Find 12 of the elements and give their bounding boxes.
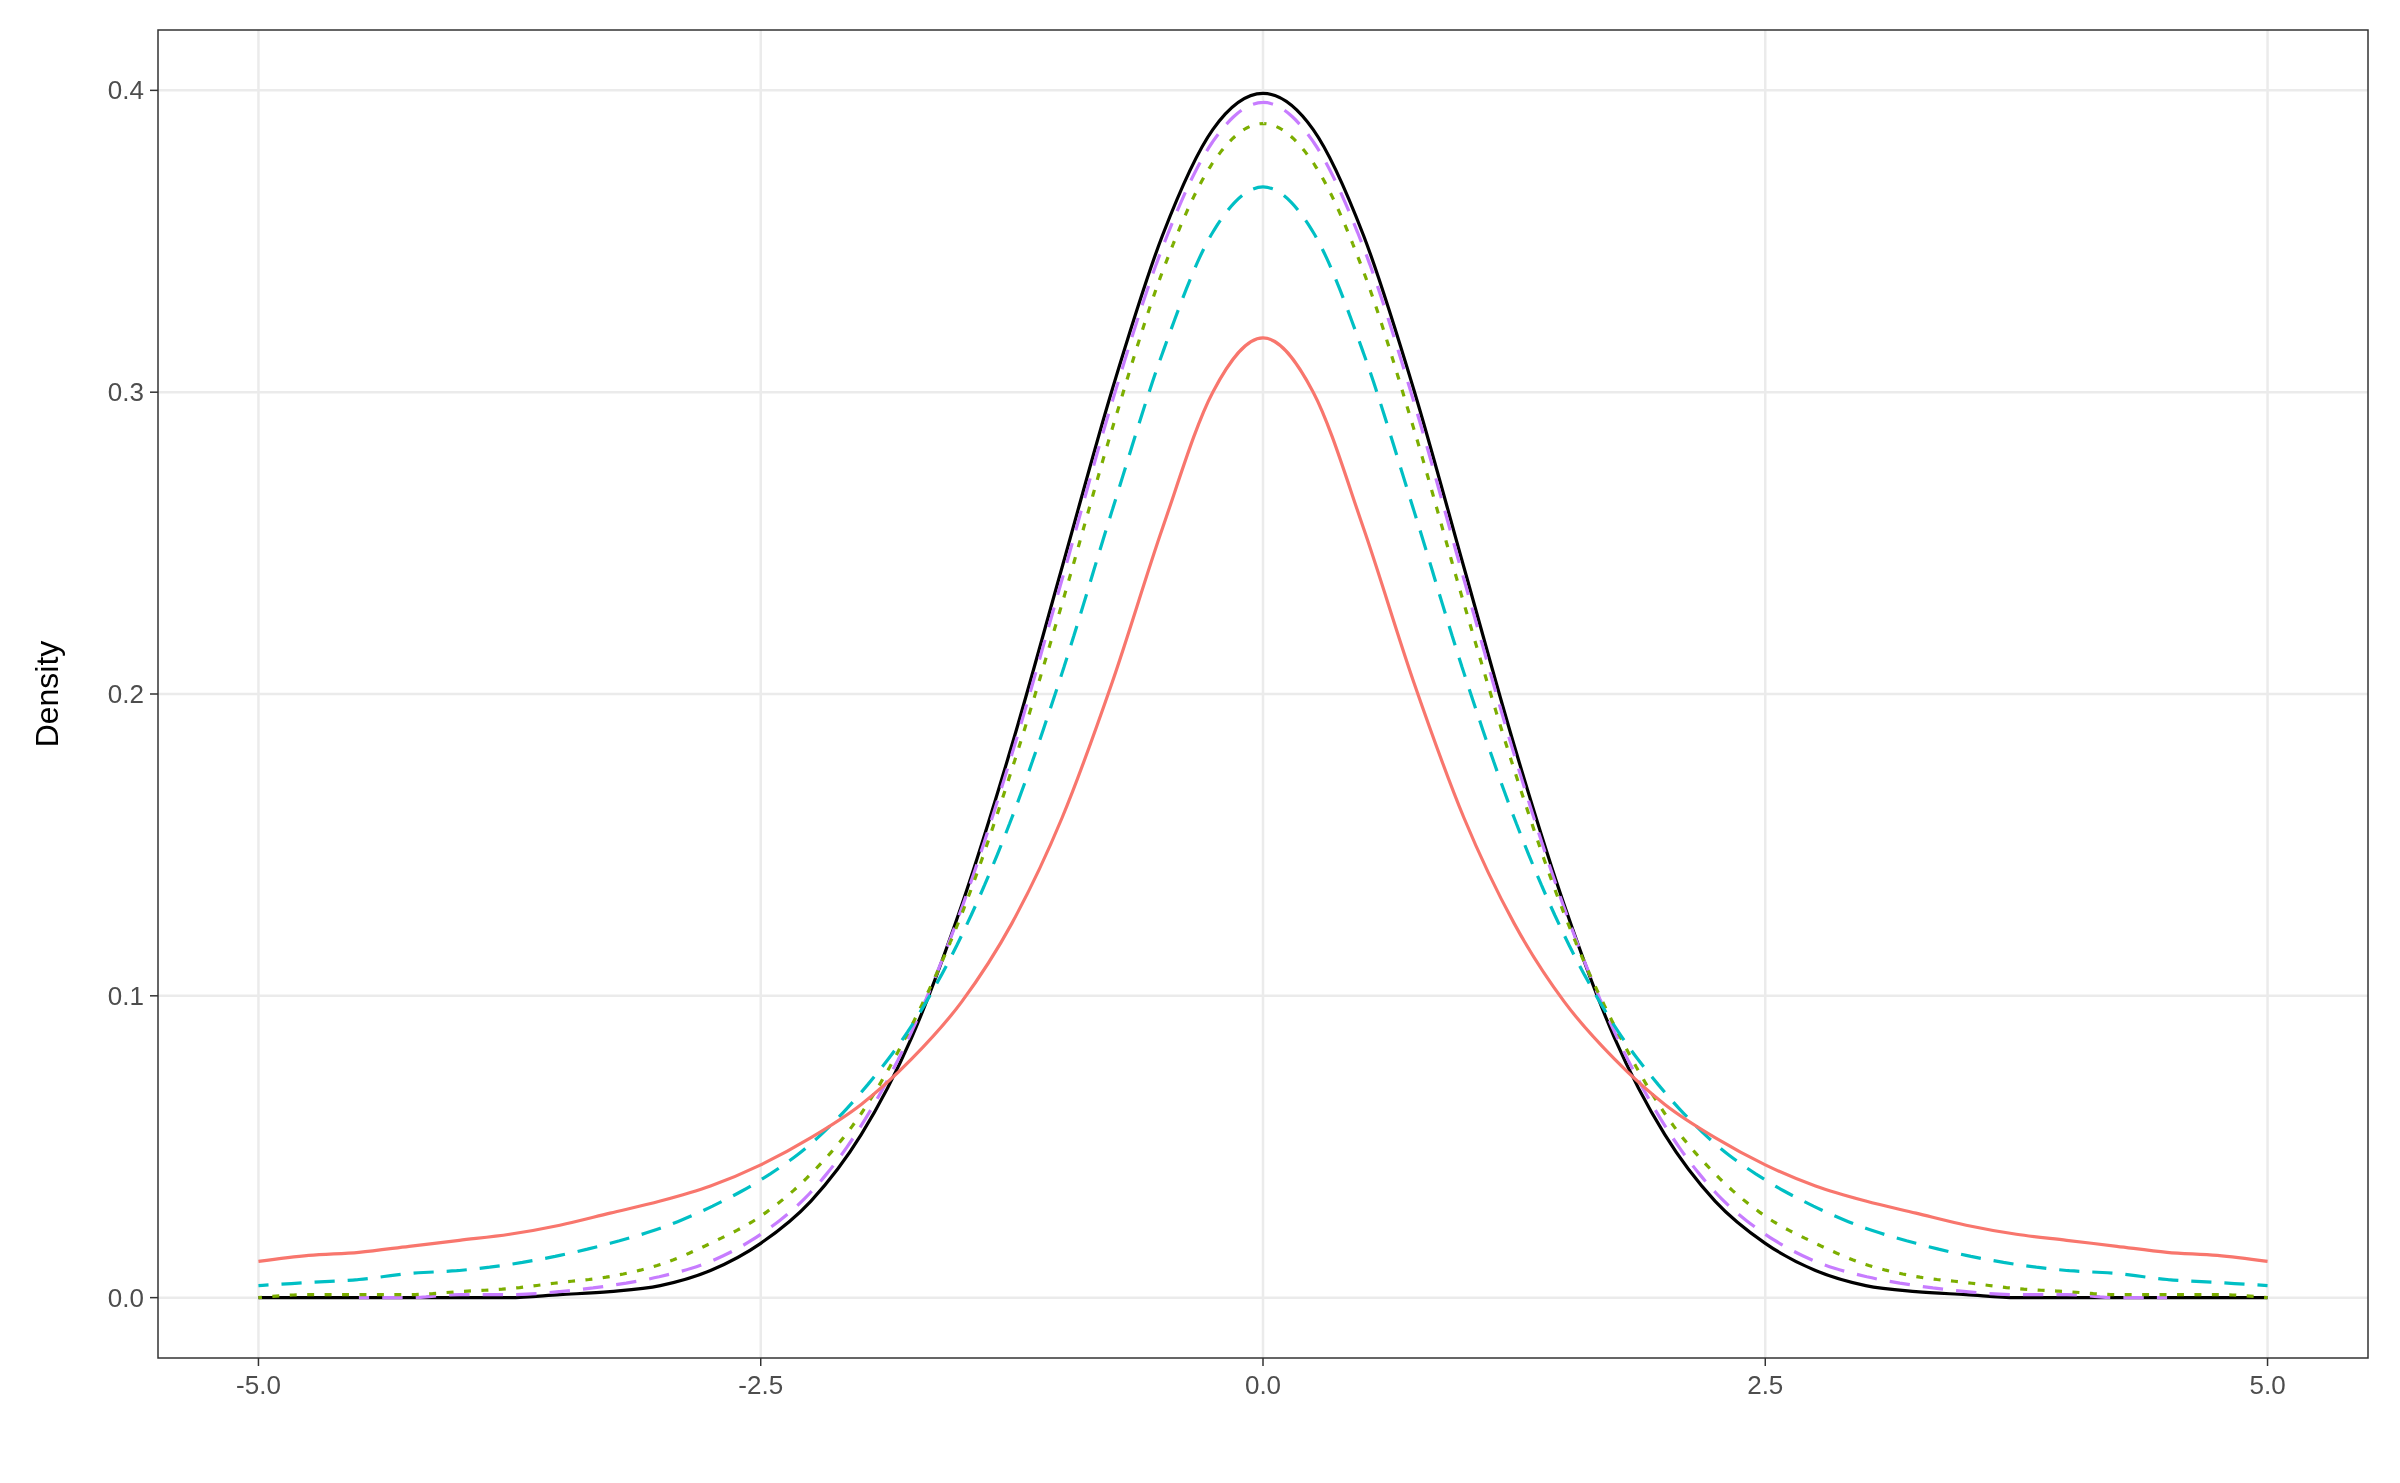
y-tick-label: 0.1 [107, 980, 144, 1011]
y-tick-label: 0.0 [107, 1282, 144, 1313]
y-tick-label: 0.4 [107, 75, 144, 106]
line-series [256, 336, 2270, 1264]
y-tick-label: 0.2 [107, 679, 144, 710]
x-tick-label: 2.5 [1747, 1370, 1784, 1400]
x-tick-label: -2.5 [738, 1370, 784, 1400]
x-tick-label: 0.0 [1244, 1370, 1282, 1400]
x-tick-label: -5.0 [236, 1370, 281, 1400]
y-tick-label: 0.3 [107, 377, 144, 408]
y-axis-title: Density [29, 640, 65, 748]
x-tick-label: 5.0 [2249, 1370, 2286, 1400]
